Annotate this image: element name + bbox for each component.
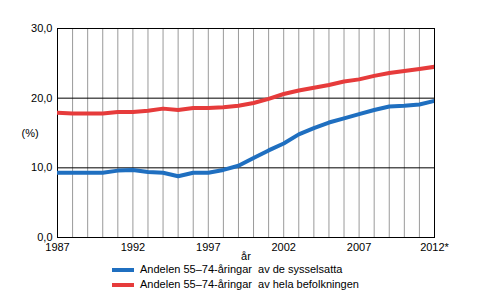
svg-text:1992: 1992 [121, 241, 145, 253]
html-text:Andelen 55–74-åringar av hela: Andelen 55–74-åringar av hela befolkning… [140, 278, 359, 290]
svg-text:2007: 2007 [347, 241, 371, 253]
svg-text:(%): (%) [22, 127, 39, 139]
svg-text:0,0: 0,0 [37, 231, 52, 243]
svg-text:2012*: 2012* [420, 241, 449, 253]
svg-text:20,0: 20,0 [31, 92, 52, 104]
svg-text:1987: 1987 [45, 241, 69, 253]
svg-text:30,0: 30,0 [31, 22, 52, 34]
html-text:Andelen 55–74-åringar av de sy: Andelen 55–74-åringar av de sysselsatta [140, 263, 343, 275]
svg-text:1997: 1997 [196, 241, 220, 253]
svg-text:2002: 2002 [271, 241, 295, 253]
svg-text:år: år [241, 250, 251, 262]
svg-text:10,0: 10,0 [31, 161, 52, 173]
